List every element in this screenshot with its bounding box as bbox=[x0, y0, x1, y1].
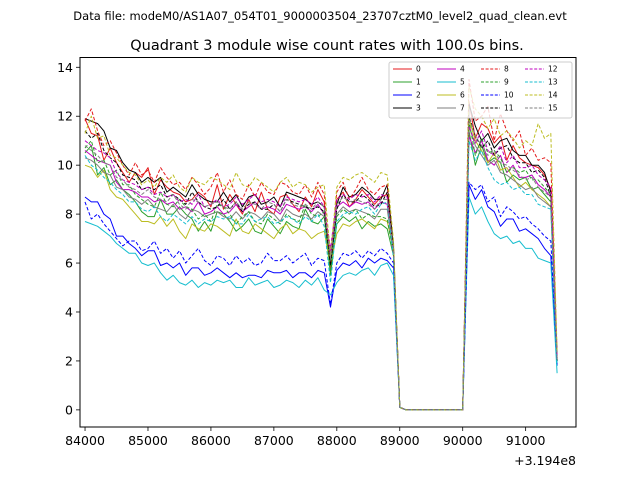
series-line-15 bbox=[84, 115, 558, 411]
legend-frame bbox=[388, 61, 573, 119]
legend-label-2: 2 bbox=[416, 91, 421, 100]
x-tick-label: 90000 bbox=[443, 433, 483, 448]
series-line-7 bbox=[84, 125, 558, 411]
legend-label-4: 4 bbox=[460, 65, 465, 74]
legend-label-14: 14 bbox=[548, 91, 558, 100]
x-tick-label: 87000 bbox=[254, 433, 294, 448]
series-line-12 bbox=[84, 125, 558, 411]
y-tick-label: 4 bbox=[65, 304, 73, 319]
series-line-5 bbox=[84, 196, 558, 411]
legend-label-10: 10 bbox=[504, 91, 514, 100]
legend-label-8: 8 bbox=[504, 65, 509, 74]
y-tick-label: 0 bbox=[65, 402, 73, 417]
y-tick-label: 8 bbox=[65, 207, 73, 222]
y-tick-label: 12 bbox=[57, 109, 73, 124]
y-tick-label: 2 bbox=[65, 353, 73, 368]
legend-label-5: 5 bbox=[460, 78, 465, 87]
legend-label-13: 13 bbox=[548, 78, 558, 87]
legend-label-1: 1 bbox=[416, 78, 421, 87]
series-line-11 bbox=[84, 115, 558, 411]
legend-label-9: 9 bbox=[504, 78, 509, 87]
legend-label-0: 0 bbox=[416, 65, 421, 74]
x-tick-label: 91000 bbox=[506, 433, 546, 448]
series-line-13 bbox=[84, 140, 558, 411]
y-tick-label: 14 bbox=[57, 60, 73, 75]
series-layer bbox=[84, 79, 558, 411]
legend-label-11: 11 bbox=[504, 104, 514, 113]
series-line-2 bbox=[84, 184, 558, 411]
legend-label-15: 15 bbox=[548, 104, 558, 113]
x-tick-label: 89000 bbox=[380, 433, 420, 448]
x-offset-label: +3.194e8 bbox=[514, 453, 576, 468]
x-tick-label: 84000 bbox=[65, 433, 105, 448]
series-line-0 bbox=[84, 101, 558, 411]
legend-label-12: 12 bbox=[548, 65, 558, 74]
series-line-8 bbox=[84, 79, 558, 411]
series-line-9 bbox=[84, 120, 558, 411]
chart-title: Quadrant 3 module wise count rates with … bbox=[130, 38, 524, 54]
x-tick-label: 88000 bbox=[317, 433, 357, 448]
y-tick-label: 10 bbox=[57, 158, 73, 173]
series-line-1 bbox=[84, 130, 558, 411]
plot-frame bbox=[79, 57, 577, 428]
y-tick-label: 6 bbox=[65, 256, 73, 271]
legend-label-6: 6 bbox=[460, 91, 465, 100]
series-line-10 bbox=[84, 181, 558, 411]
x-tick-label: 86000 bbox=[191, 433, 231, 448]
series-line-4 bbox=[84, 135, 558, 411]
data-file-label: Data file: modeM0/AS1A07_054T01_90000035… bbox=[73, 9, 567, 23]
legend-label-7: 7 bbox=[460, 104, 465, 113]
x-tick-label: 85000 bbox=[128, 433, 168, 448]
y-axis: 0 2 4 6 8 10 12 14 bbox=[57, 60, 80, 417]
x-axis: 84000 85000 86000 87000 88000 89000 90000 91000 bbox=[65, 427, 546, 448]
legend-label-3: 3 bbox=[416, 104, 421, 113]
